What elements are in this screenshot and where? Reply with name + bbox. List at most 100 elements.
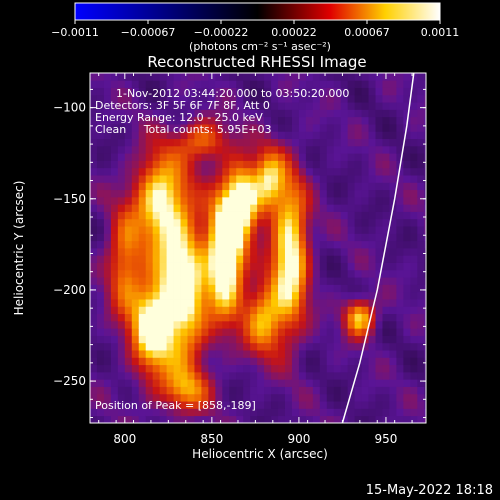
heatmap-cell <box>257 371 265 380</box>
heatmap-cell <box>159 145 168 154</box>
heatmap-cell <box>173 102 181 110</box>
heatmap-cell <box>243 386 251 395</box>
heatmap-cell <box>194 335 202 344</box>
heatmap-cell <box>138 284 147 293</box>
heatmap-cell <box>271 109 279 118</box>
heatmap-cell <box>389 167 397 176</box>
heatmap-cell <box>389 226 397 234</box>
heatmap-cell <box>222 255 230 263</box>
heatmap-cell <box>180 233 188 242</box>
heatmap-cell <box>208 277 216 285</box>
heatmap-cell <box>131 87 140 96</box>
heatmap-cell <box>201 116 209 125</box>
heatmap-cell <box>278 153 286 161</box>
heatmap-cell <box>117 306 126 315</box>
heatmap-cell <box>368 248 376 256</box>
heatmap-cell <box>124 204 133 212</box>
heatmap-cell <box>124 393 133 402</box>
heatmap-cell <box>326 124 335 132</box>
heatmap-cell <box>368 124 376 132</box>
heatmap-cell <box>124 357 133 366</box>
heatmap-cell <box>347 248 356 256</box>
heatmap-cell <box>103 102 112 110</box>
heatmap-cell <box>194 175 202 183</box>
heatmap-cell <box>389 94 397 103</box>
heatmap-cell <box>312 153 321 161</box>
heatmap-cell <box>375 248 383 256</box>
heatmap-cell <box>319 102 328 110</box>
heatmap-cell <box>124 102 133 110</box>
heatmap-cell <box>124 94 133 103</box>
heatmap-cell <box>236 371 244 380</box>
heatmap-cell <box>291 379 300 387</box>
heatmap-cell <box>124 182 133 191</box>
heatmap-cell <box>305 291 314 300</box>
heatmap-cell <box>319 262 328 271</box>
heatmap-cell <box>250 291 258 300</box>
x-tick-label: 950 <box>375 432 398 446</box>
heatmap-cell <box>389 364 397 373</box>
heatmap-cell <box>103 320 112 329</box>
heatmap-cell <box>90 328 98 336</box>
heatmap-cell <box>110 109 119 118</box>
heatmap-cell <box>291 277 300 285</box>
heatmap-cell <box>396 80 404 88</box>
heatmap-cell <box>103 233 112 242</box>
heatmap-cell <box>243 240 251 249</box>
heatmap-cell <box>312 262 321 271</box>
heatmap-cell <box>417 357 425 366</box>
heatmap-cell <box>375 87 383 96</box>
heatmap-cell <box>361 320 369 329</box>
heatmap-cell <box>222 160 230 169</box>
heatmap-cell <box>173 189 181 198</box>
heatmap-cell <box>284 240 293 249</box>
heatmap-cell <box>410 262 418 271</box>
heatmap-cell <box>271 262 279 271</box>
heatmap-cell <box>361 102 369 110</box>
heatmap-cell <box>222 87 230 96</box>
heatmap-cell <box>278 226 286 234</box>
heatmap-cell <box>187 196 195 205</box>
heatmap-cell <box>173 211 181 220</box>
heatmap-cell <box>215 109 223 118</box>
heatmap-cell <box>103 153 112 161</box>
heatmap-cell <box>236 182 244 191</box>
heatmap-cell <box>291 248 300 256</box>
heatmap-cell <box>152 94 161 103</box>
heatmap-cell <box>103 262 112 271</box>
heatmap-cell <box>96 153 105 161</box>
heatmap-cell <box>319 167 328 176</box>
heatmap-cell <box>131 175 140 183</box>
heatmap-cell <box>208 153 216 161</box>
heatmap-cell <box>264 408 272 417</box>
heatmap-cell <box>180 189 188 198</box>
heatmap-cell <box>410 116 418 125</box>
colorbar-tick-label: −0.00067 <box>121 26 176 39</box>
heatmap-cell <box>382 393 390 402</box>
heatmap-cell <box>159 255 168 263</box>
heatmap-cell <box>222 116 230 125</box>
heatmap-cell <box>326 277 335 285</box>
heatmap-cell <box>131 371 140 380</box>
heatmap-cell <box>103 364 112 373</box>
heatmap-cell <box>271 371 279 380</box>
heatmap-cell <box>417 320 425 329</box>
heatmap-cell <box>396 320 404 329</box>
heatmap-cell <box>201 335 209 344</box>
heatmap-cell <box>124 342 133 351</box>
heatmap-cell <box>201 269 209 278</box>
heatmap-cell <box>257 415 265 423</box>
heatmap-cell <box>110 277 119 285</box>
heatmap-cell <box>173 109 181 118</box>
heatmap-cell <box>110 138 119 147</box>
heatmap-cell <box>124 415 133 423</box>
heatmap-cell <box>305 357 314 366</box>
heatmap-cell <box>131 401 140 409</box>
heatmap-cell <box>424 320 426 329</box>
heatmap-cell <box>284 226 293 234</box>
heatmap-cell <box>271 408 279 417</box>
heatmap-cell <box>264 401 272 409</box>
heatmap-cell <box>187 124 195 132</box>
heatmap-cell <box>159 240 168 249</box>
heatmap-cell <box>103 379 112 387</box>
